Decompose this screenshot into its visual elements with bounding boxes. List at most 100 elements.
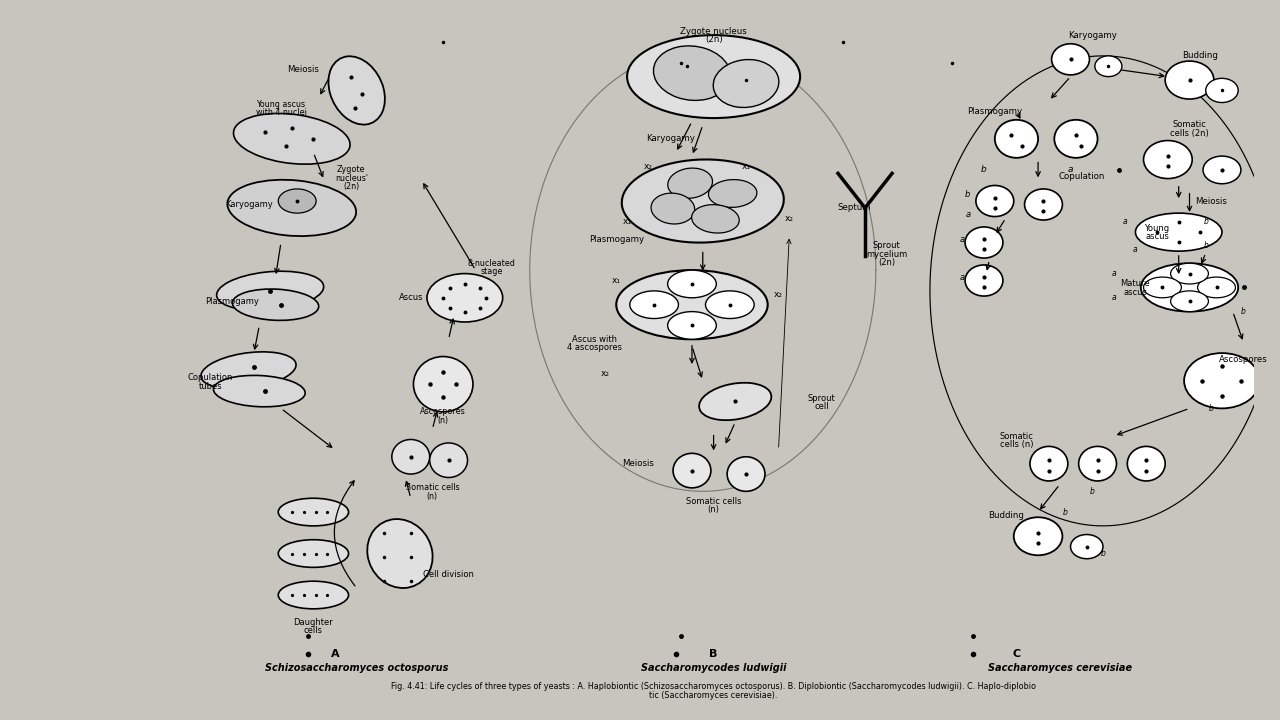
Text: Zygote nucleus: Zygote nucleus xyxy=(680,27,748,36)
Ellipse shape xyxy=(1014,517,1062,555)
Text: Saccharomycodes ludwigii: Saccharomycodes ludwigii xyxy=(641,662,786,672)
Text: Copulation: Copulation xyxy=(1059,172,1105,181)
Text: a: a xyxy=(1133,245,1138,254)
Ellipse shape xyxy=(329,56,385,125)
Ellipse shape xyxy=(278,581,348,609)
Text: Somatic: Somatic xyxy=(1000,431,1033,441)
Ellipse shape xyxy=(1079,446,1116,481)
Ellipse shape xyxy=(668,312,717,339)
Ellipse shape xyxy=(1070,534,1103,559)
Ellipse shape xyxy=(392,439,430,474)
Text: 8-nucleated: 8-nucleated xyxy=(468,258,516,268)
Ellipse shape xyxy=(1030,446,1068,481)
Text: b: b xyxy=(1089,487,1094,496)
Text: Karyogamy: Karyogamy xyxy=(1068,31,1116,40)
Text: (2n): (2n) xyxy=(343,182,360,191)
Text: (2n): (2n) xyxy=(878,258,895,267)
Ellipse shape xyxy=(1143,277,1181,298)
Ellipse shape xyxy=(708,179,756,207)
Ellipse shape xyxy=(233,289,319,320)
Text: (n): (n) xyxy=(708,505,719,515)
Text: x₁: x₁ xyxy=(612,276,621,285)
Ellipse shape xyxy=(1094,56,1121,76)
Text: ascus: ascus xyxy=(1146,233,1169,241)
Text: Young: Young xyxy=(1144,224,1170,233)
Text: Plasmogamy: Plasmogamy xyxy=(205,297,260,306)
Ellipse shape xyxy=(1143,140,1192,179)
Ellipse shape xyxy=(1171,291,1208,312)
Text: b: b xyxy=(982,166,987,174)
Ellipse shape xyxy=(965,265,1004,296)
Ellipse shape xyxy=(1055,120,1097,158)
Text: b: b xyxy=(1203,217,1208,226)
Text: Karyogamy: Karyogamy xyxy=(224,200,273,209)
Ellipse shape xyxy=(1052,44,1089,75)
Ellipse shape xyxy=(965,227,1004,258)
Ellipse shape xyxy=(367,519,433,588)
Ellipse shape xyxy=(201,352,296,389)
Ellipse shape xyxy=(430,443,467,477)
Text: B: B xyxy=(709,649,718,659)
Text: b: b xyxy=(1203,241,1208,251)
Ellipse shape xyxy=(627,35,800,118)
Ellipse shape xyxy=(233,114,349,164)
Ellipse shape xyxy=(228,180,356,236)
Text: Ascospores: Ascospores xyxy=(1220,356,1268,364)
Ellipse shape xyxy=(727,456,765,491)
Ellipse shape xyxy=(691,204,740,233)
Ellipse shape xyxy=(1171,264,1208,284)
Text: Mature: Mature xyxy=(1120,279,1151,289)
Ellipse shape xyxy=(1140,264,1238,312)
Text: Meiosis: Meiosis xyxy=(287,66,319,74)
Text: Plasmogamy: Plasmogamy xyxy=(968,107,1023,116)
Ellipse shape xyxy=(1206,78,1238,102)
Ellipse shape xyxy=(616,270,768,339)
Ellipse shape xyxy=(278,498,348,526)
Ellipse shape xyxy=(699,383,772,420)
Text: with 4 nuclei: with 4 nuclei xyxy=(256,108,306,117)
Text: Daughter: Daughter xyxy=(293,618,333,627)
Ellipse shape xyxy=(995,120,1038,158)
Text: mycelium: mycelium xyxy=(867,250,908,258)
Text: a: a xyxy=(965,210,970,220)
Ellipse shape xyxy=(278,189,316,213)
Ellipse shape xyxy=(1135,213,1222,251)
Text: x₂: x₂ xyxy=(774,290,783,299)
Text: b: b xyxy=(1208,404,1213,413)
Ellipse shape xyxy=(713,60,780,107)
Ellipse shape xyxy=(652,193,695,224)
Ellipse shape xyxy=(278,540,348,567)
Text: Plasmogamy: Plasmogamy xyxy=(589,235,644,243)
Ellipse shape xyxy=(654,46,731,100)
Ellipse shape xyxy=(668,270,717,298)
Ellipse shape xyxy=(1203,156,1240,184)
Text: Somatic: Somatic xyxy=(1172,120,1207,130)
Text: Cell division: Cell division xyxy=(424,570,474,579)
Text: Sprout: Sprout xyxy=(808,394,836,402)
Ellipse shape xyxy=(428,274,503,322)
Text: Saccharomyces cerevisiae: Saccharomyces cerevisiae xyxy=(988,662,1132,672)
Text: b: b xyxy=(1062,508,1068,516)
Text: Karyogamy: Karyogamy xyxy=(646,135,695,143)
Ellipse shape xyxy=(975,186,1014,217)
Text: tubes: tubes xyxy=(198,382,223,391)
Text: Zygote: Zygote xyxy=(337,166,366,174)
Text: nucleus': nucleus' xyxy=(335,174,367,183)
Text: Schizosaccharomyces octosporus: Schizosaccharomyces octosporus xyxy=(265,662,448,672)
Text: b: b xyxy=(965,189,970,199)
Ellipse shape xyxy=(622,159,783,243)
Text: b: b xyxy=(1101,549,1106,558)
Text: Septum: Septum xyxy=(837,204,870,212)
Text: 4 ascospores: 4 ascospores xyxy=(567,343,622,352)
Ellipse shape xyxy=(1184,353,1260,408)
Text: cells (2n): cells (2n) xyxy=(1170,129,1208,138)
Text: a: a xyxy=(1111,293,1116,302)
Text: Sprout: Sprout xyxy=(873,241,901,251)
Text: tic (Saccharomyces cerevisiae).: tic (Saccharomyces cerevisiae). xyxy=(649,690,778,700)
Text: Somatic cells: Somatic cells xyxy=(686,498,741,506)
Ellipse shape xyxy=(413,356,472,412)
Text: Fig. 4.41: Life cycles of three types of yeasts : A. Haplobiontic (Schizosacchar: Fig. 4.41: Life cycles of three types of… xyxy=(392,682,1036,690)
Text: a: a xyxy=(960,273,965,282)
Ellipse shape xyxy=(705,291,754,318)
Text: x₂: x₂ xyxy=(600,369,611,378)
